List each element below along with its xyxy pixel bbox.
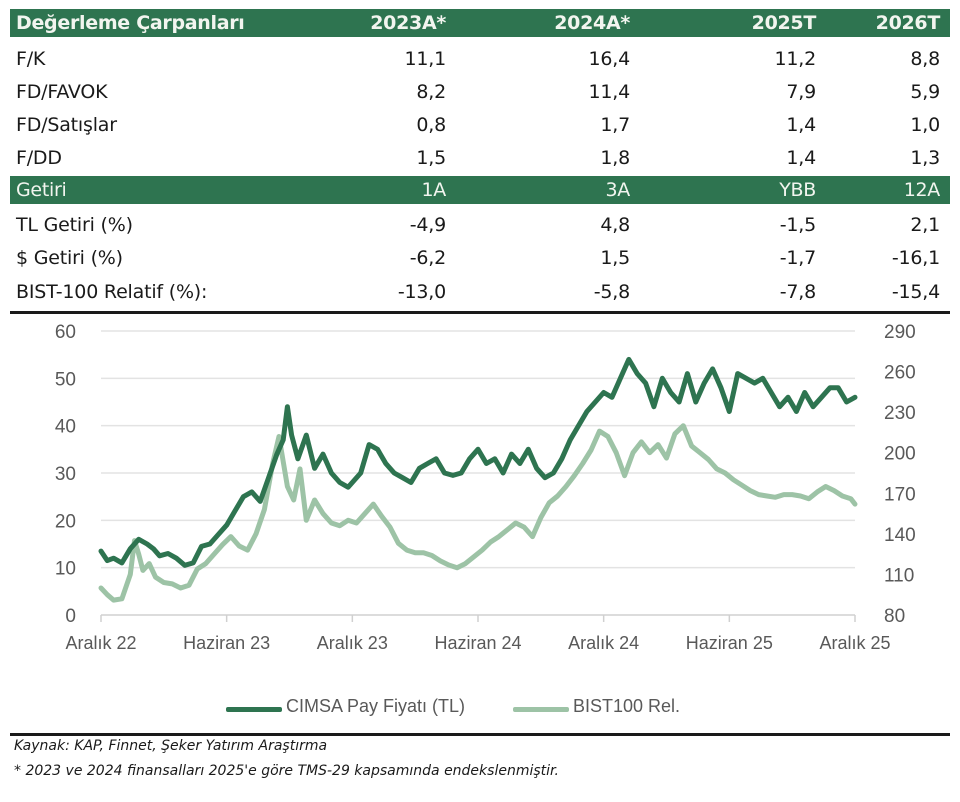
row-value: 11,4: [588, 81, 630, 103]
row-value: -1,7: [779, 247, 816, 269]
valuation-header-title: Değerleme Çarpanları: [16, 12, 245, 34]
row-value: 2,1: [910, 214, 940, 236]
table-row: F/K 11,1 16,4 11,2 8,8: [10, 43, 950, 75]
y-right-tick-label: 80: [884, 606, 905, 627]
row-label: TL Getiri (%): [16, 214, 133, 236]
row-value: 8,8: [910, 48, 940, 70]
row-value: 11,2: [774, 48, 816, 70]
chart-series: [98, 356, 858, 603]
row-value: -6,2: [409, 247, 446, 269]
row-value: 5,9: [910, 81, 940, 103]
legend-label-cimsa: CIMSA Pay Fiyatı (TL): [286, 696, 466, 716]
returns-header-col-ybb: YBB: [779, 179, 816, 201]
chart-legend: CIMSA Pay Fiyatı (TL) BIST100 Rel.: [0, 694, 960, 722]
row-value: -5,8: [593, 281, 630, 303]
y-axis-left: 0 10 20 30 40 50 60: [55, 322, 76, 627]
row-value: 8,2: [416, 81, 446, 103]
price-chart: 0 10 20 30 40 50 60 80 110 140 170 200 230 260 290 Ar…: [55, 322, 916, 653]
returns-header-col-3a: 3A: [605, 179, 631, 201]
footer-rule: [10, 733, 950, 736]
row-value: 1,4: [786, 147, 816, 169]
row-value: 1,8: [600, 147, 630, 169]
y-right-tick-label: 110: [884, 565, 914, 586]
legend-swatch-cimsa: [226, 707, 282, 712]
row-value: 0,8: [416, 114, 446, 136]
table-row: FD/FAVOK 8,2 11,4 7,9 5,9: [10, 76, 950, 108]
returns-header-col-12a: 12A: [903, 179, 941, 201]
series-line-cimsa-price: [98, 356, 858, 568]
footer-note: * 2023 ve 2024 finansalları 2025'e göre …: [14, 763, 559, 779]
row-value: -16,1: [891, 247, 940, 269]
x-axis: Aralık 22 Haziran 23 Aralık 23 Haziran 24 Ar…: [65, 614, 891, 653]
row-value: 7,9: [786, 81, 816, 103]
y-right-tick-label: 200: [884, 444, 916, 465]
table-row: F/DD 1,5 1,8 1,4 1,3: [10, 142, 950, 174]
row-value: 11,1: [404, 48, 446, 70]
row-value: -15,4: [891, 281, 940, 303]
y-left-tick-label: 10: [55, 559, 76, 580]
y-right-tick-label: 230: [884, 403, 916, 424]
row-value: 1,3: [910, 147, 940, 169]
row-value: 1,4: [786, 114, 816, 136]
y-right-tick-label: 140: [884, 525, 916, 546]
row-value: 1,0: [910, 114, 940, 136]
y-left-tick-label: 30: [55, 464, 76, 485]
y-left-tick-label: 20: [55, 511, 76, 532]
x-tick-label: Aralık 23: [317, 633, 388, 653]
footer-source: Kaynak: KAP, Finnet, Şeker Yatırım Araşt…: [14, 738, 328, 754]
x-tick-label: Aralık 24: [568, 633, 639, 653]
row-value: 4,8: [600, 214, 630, 236]
row-value: -4,9: [409, 214, 446, 236]
row-value: -13,0: [397, 281, 446, 303]
x-tick-label: Haziran 24: [434, 633, 521, 653]
series-line-bist100-rel: [98, 423, 858, 603]
row-label: FD/Satışlar: [16, 114, 117, 136]
y-left-tick-label: 60: [55, 322, 76, 343]
table-row: $ Getiri (%) -6,2 1,5 -1,7 -16,1: [10, 242, 950, 274]
x-tick-label: Haziran 25: [686, 633, 773, 653]
y-left-tick-label: 50: [55, 369, 76, 390]
valuation-header-col-2025: 2025T: [751, 12, 817, 34]
y-right-tick-label: 170: [884, 484, 916, 505]
y-axis-right: 80 110 140 170 200 230 260 290: [884, 322, 916, 627]
row-label: $ Getiri (%): [16, 247, 123, 269]
row-label: F/K: [16, 48, 46, 70]
table-row: BIST-100 Relatif (%): -13,0 -5,8 -7,8 -1…: [10, 276, 950, 308]
row-label: FD/FAVOK: [16, 81, 108, 103]
returns-table-header: Getiri 1A 3A YBB 12A: [10, 176, 950, 204]
row-value: 1,7: [600, 114, 630, 136]
y-left-tick-label: 40: [55, 417, 76, 438]
returns-header-col-1a: 1A: [421, 179, 447, 201]
x-tick-label: Haziran 23: [183, 633, 270, 653]
valuation-header-col-2024: 2024A*: [554, 12, 630, 34]
table-bottom-rule: [10, 311, 950, 314]
y-right-tick-label: 290: [884, 322, 916, 343]
row-value: 16,4: [588, 48, 630, 70]
table-row: TL Getiri (%) -4,9 4,8 -1,5 2,1: [10, 209, 950, 241]
valuation-header-col-2026: 2026T: [875, 12, 941, 34]
row-value: 1,5: [600, 247, 630, 269]
row-label: BIST-100 Relatif (%):: [16, 281, 208, 303]
x-tick-label: Aralık 25: [819, 633, 890, 653]
row-value: -7,8: [779, 281, 816, 303]
valuation-header-col-2023: 2023A*: [370, 12, 446, 34]
legend-label-bist100: BIST100 Rel.: [573, 696, 681, 716]
y-right-tick-label: 260: [884, 363, 916, 384]
legend-swatch-bist100: [513, 707, 569, 712]
x-tick-label: Aralık 22: [65, 633, 136, 653]
table-row: FD/Satışlar 0,8 1,7 1,4 1,0: [10, 109, 950, 141]
row-value: -1,5: [779, 214, 816, 236]
row-value: 1,5: [416, 147, 446, 169]
y-left-tick-label: 0: [65, 606, 76, 627]
returns-header-title: Getiri: [16, 179, 67, 201]
valuation-table-header: Değerleme Çarpanları 2023A* 2024A* 2025T…: [10, 9, 950, 37]
row-label: F/DD: [16, 147, 62, 169]
